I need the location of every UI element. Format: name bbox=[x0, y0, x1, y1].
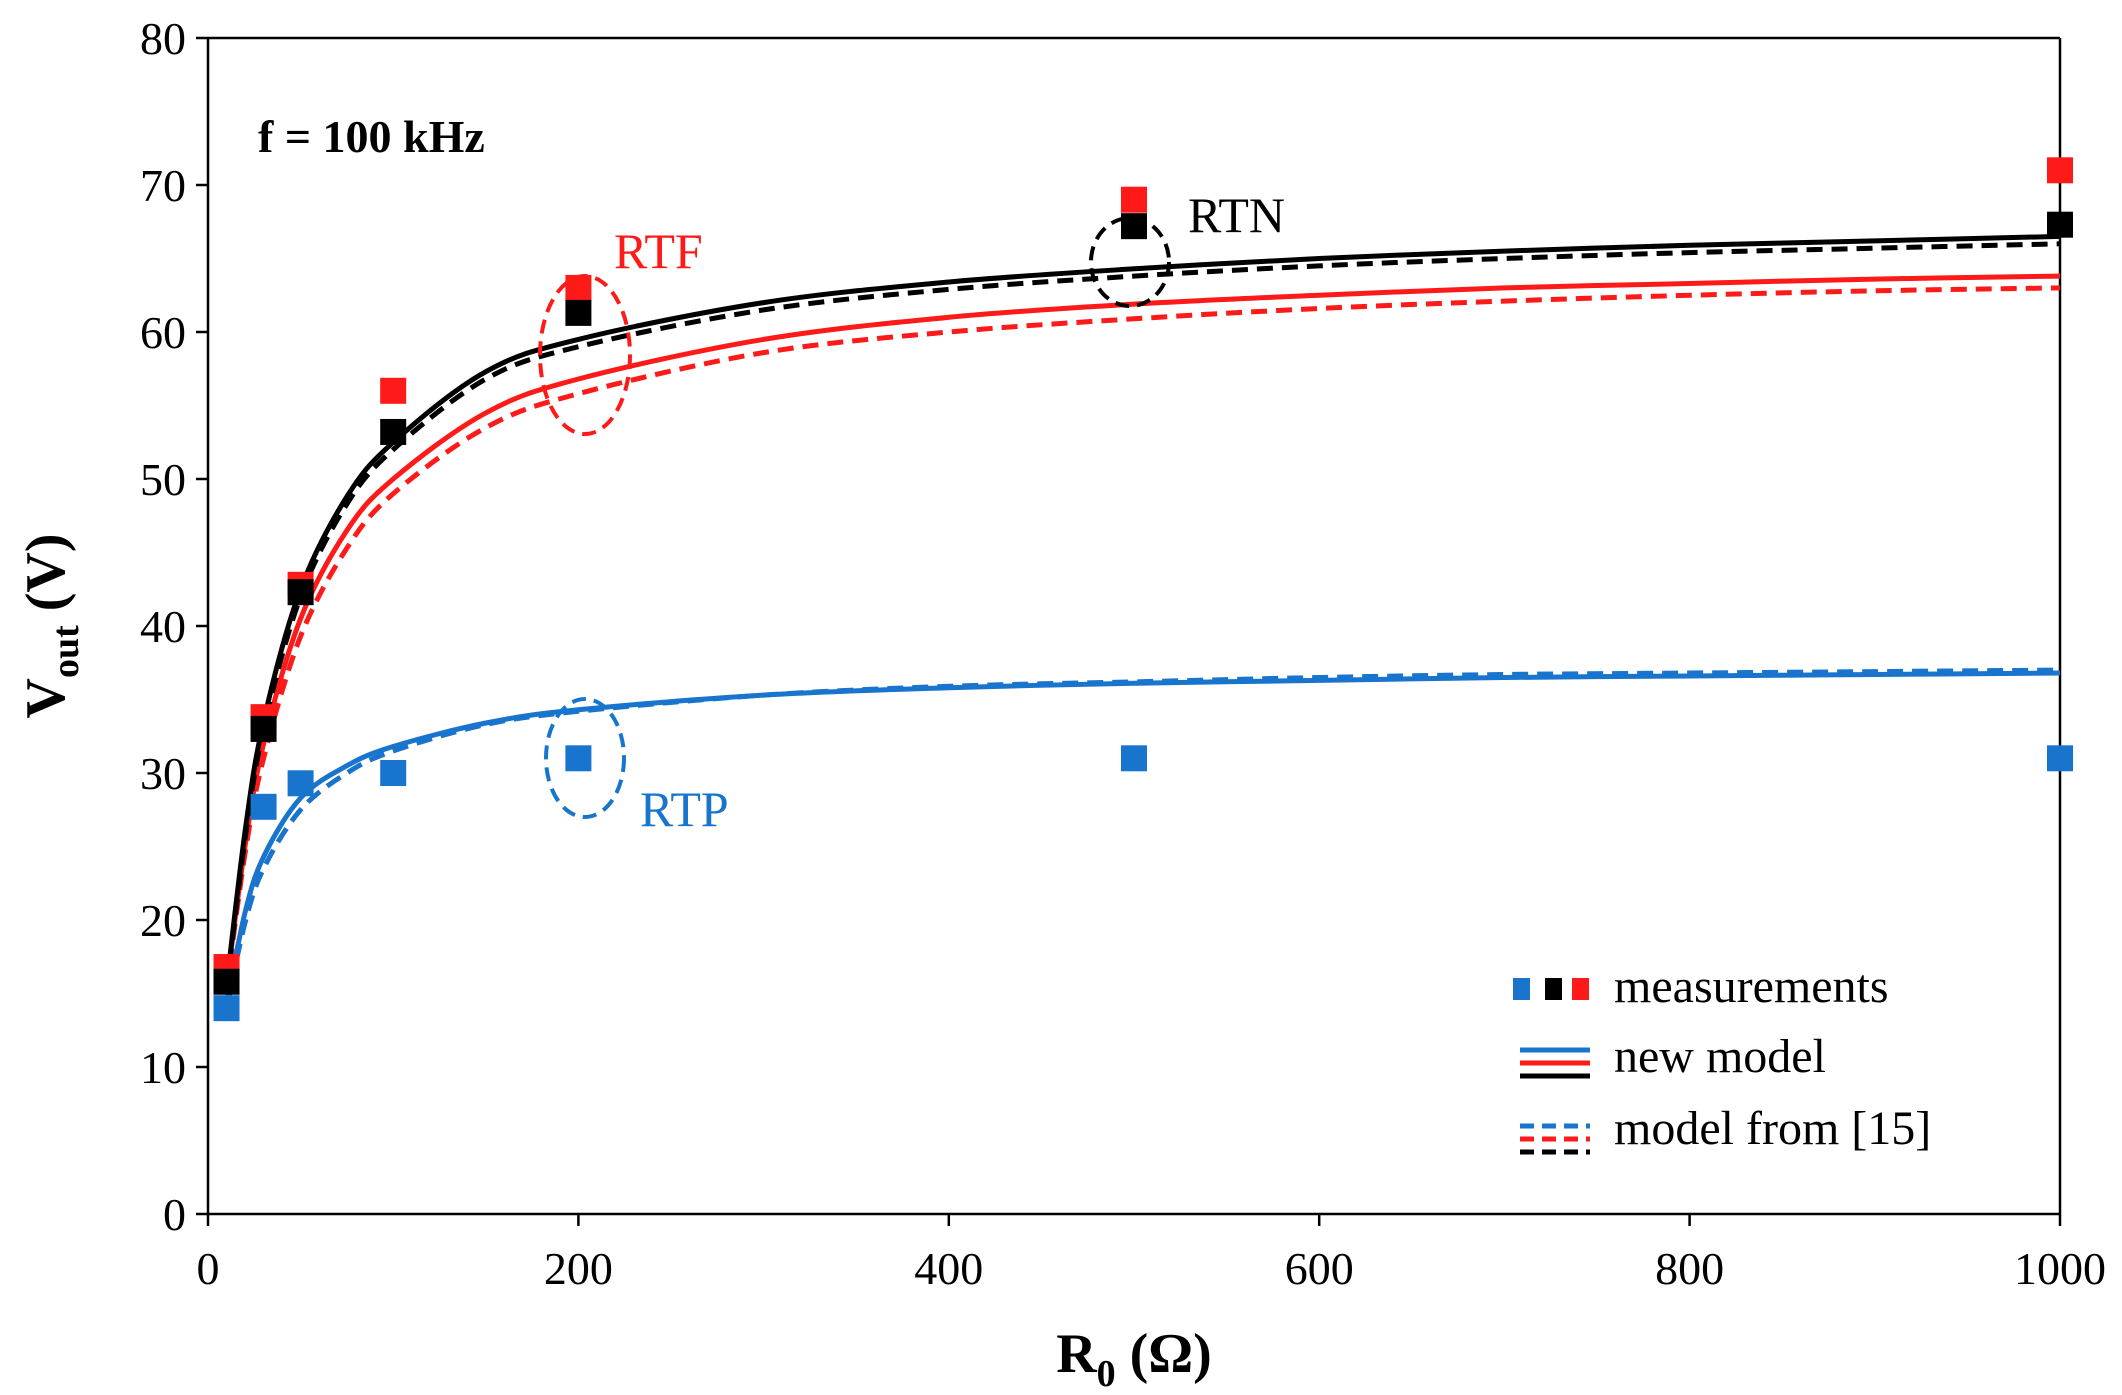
legend-marker-rtf bbox=[1572, 978, 1589, 1000]
rtn-model-from-15-line bbox=[224, 241, 2061, 990]
rtf-new-model-line bbox=[224, 273, 2061, 987]
x-tick-label: 800 bbox=[1655, 1243, 1724, 1294]
rtp-measurement-point bbox=[380, 760, 407, 786]
x-axis-title: R0 (Ω) bbox=[1056, 1323, 1212, 1395]
rtf-measurement-point bbox=[2047, 157, 2073, 184]
y-axis-title-unit: (V) bbox=[15, 534, 77, 612]
x-axis-title-main: R bbox=[1056, 1323, 1097, 1385]
y-tick-label: 40 bbox=[140, 601, 186, 652]
y-tick-label: 20 bbox=[140, 895, 186, 946]
rtp-measurement-point bbox=[2047, 745, 2073, 772]
rtn-ellipse bbox=[1089, 216, 1171, 308]
rtn-measurement-point bbox=[380, 418, 407, 445]
y-tick-label: 30 bbox=[140, 748, 186, 799]
model-curves bbox=[224, 233, 2061, 1009]
x-tick-label: 400 bbox=[914, 1243, 983, 1294]
y-tick-label: 50 bbox=[140, 454, 186, 505]
rtp-measurement-point bbox=[213, 995, 240, 1022]
x-tick-label: 200 bbox=[544, 1243, 613, 1294]
y-tick-label: 60 bbox=[140, 307, 186, 358]
y-axis-title-main: V bbox=[15, 678, 77, 718]
x-tick-label: 600 bbox=[1285, 1243, 1354, 1294]
y-tick-label: 10 bbox=[140, 1042, 186, 1093]
rtp-ellipse bbox=[544, 697, 626, 819]
x-tick-label: 1000 bbox=[2014, 1243, 2106, 1294]
rtf-measurement-point bbox=[565, 274, 592, 301]
rtp-label: RTP bbox=[640, 781, 729, 837]
y-axis-title: Vout (V) bbox=[15, 534, 87, 719]
rtn-measurement-point bbox=[2047, 211, 2073, 238]
rtf-measurement-point bbox=[1121, 186, 1147, 213]
rtp-measurement-point bbox=[565, 745, 592, 772]
rtp-measurement-point bbox=[250, 793, 277, 820]
rtp-model-from-15-line bbox=[224, 667, 2061, 1009]
rtf-ellipse bbox=[538, 274, 632, 436]
rtp-measurement-point bbox=[287, 770, 314, 797]
y-tick-label: 0 bbox=[163, 1189, 186, 1240]
y-tick-label: 70 bbox=[140, 160, 186, 211]
legend-label-model-from-15: model from [15] bbox=[1614, 1102, 1931, 1155]
legend-label-measurements: measurements bbox=[1614, 960, 1889, 1013]
rtf-model-from-15-line bbox=[224, 285, 2061, 990]
x-tick-label: 0 bbox=[197, 1243, 220, 1294]
x-axis-title-sub: 0 bbox=[1097, 1353, 1116, 1395]
legend: measurements new model model from [15] bbox=[1513, 960, 1931, 1155]
x-axis-title-unit: (Ω) bbox=[1130, 1323, 1212, 1385]
rtn-measurement-point bbox=[213, 968, 240, 995]
y-axis-title-sub: out bbox=[45, 625, 87, 678]
rtn-measurement-point bbox=[287, 579, 314, 606]
rtf-measurement-point bbox=[380, 377, 407, 404]
rtn-measurement-point bbox=[565, 299, 592, 326]
rtn-label: RTN bbox=[1188, 187, 1285, 243]
y-tick-label: 80 bbox=[140, 13, 186, 64]
legend-label-new-model: new model bbox=[1614, 1030, 1826, 1083]
frequency-label: f = 100 kHz bbox=[258, 111, 485, 162]
rtf-label: RTF bbox=[614, 223, 703, 279]
measurement-markers bbox=[213, 157, 2073, 1022]
rtp-measurement-point bbox=[1121, 745, 1147, 772]
legend-marker-rtp bbox=[1513, 978, 1530, 1000]
legend-marker-rtn bbox=[1545, 978, 1562, 1000]
rtn-measurement-point bbox=[250, 715, 277, 742]
annotation-ellipses bbox=[538, 216, 1171, 819]
rtn-new-model-line bbox=[224, 233, 2061, 987]
